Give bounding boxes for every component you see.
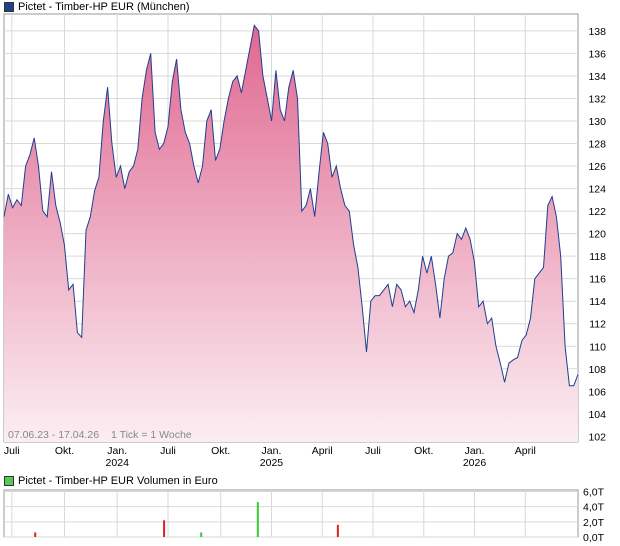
- price-line: [3, 24, 579, 387]
- x-tick-label: April: [515, 445, 536, 457]
- price-y-tick-label: 138: [588, 26, 606, 38]
- volume-y-tick-label: 2,0T: [583, 517, 605, 529]
- price-y-tick-label: 134: [588, 71, 606, 83]
- x-tick-label: Jan.: [107, 445, 127, 457]
- x-tick-label: Juli: [160, 445, 176, 457]
- x-tick-year-label: 2025: [260, 457, 284, 469]
- volume-legend-label: Pictet - Timber-HP EUR Volumen in Euro: [18, 475, 218, 487]
- price-y-tick-label: 112: [589, 319, 606, 331]
- volume-bar: [163, 520, 166, 537]
- volume-bar: [336, 524, 339, 537]
- price-legend: Pictet - Timber-HP EUR (München): [4, 0, 190, 14]
- price-legend-swatch: [4, 2, 14, 12]
- price-y-tick-label: 126: [588, 161, 606, 173]
- volume-y-tick-label: 4,0T: [583, 502, 605, 514]
- price-y-tick-label: 136: [588, 48, 606, 60]
- volume-legend-swatch: [4, 476, 14, 486]
- volume-bar: [256, 502, 259, 537]
- tick-info: 1 Tick = 1 Woche: [111, 429, 192, 441]
- volume-plot-frame: [3, 489, 579, 538]
- x-tick-label: April: [312, 445, 333, 457]
- volume-y-tick-label: 0,0T: [583, 532, 605, 544]
- price-y-tick-label: 120: [588, 229, 606, 241]
- price-y-tick-label: 128: [588, 139, 606, 151]
- x-tick-label: Okt.: [55, 445, 74, 457]
- price-y-tick-label: 102: [588, 431, 606, 443]
- x-tick-label: Jan.: [465, 445, 485, 457]
- price-y-tick-label: 132: [588, 93, 606, 105]
- x-tick-year-label: 2026: [463, 457, 487, 469]
- date-range-info: 07.06.23 - 17.04.26: [8, 429, 99, 441]
- volume-bar: [34, 532, 37, 537]
- price-y-tick-label: 104: [588, 409, 606, 421]
- x-tick-label: Jan.: [262, 445, 282, 457]
- volume-legend: Pictet - Timber-HP EUR Volumen in Euro: [4, 474, 218, 488]
- volume-y-tick-label: 6,0T: [583, 487, 605, 499]
- price-y-tick-label: 110: [589, 341, 606, 353]
- x-tick-label: Okt.: [414, 445, 433, 457]
- price-y-tick-label: 106: [588, 386, 606, 398]
- price-y-tick-label: 108: [588, 364, 606, 376]
- price-legend-label: Pictet - Timber-HP EUR (München): [18, 1, 190, 13]
- price-y-tick-label: 114: [589, 296, 606, 308]
- x-tick-label: Juli: [4, 445, 20, 457]
- price-y-tick-label: 116: [589, 274, 606, 286]
- price-y-tick-label: 124: [588, 184, 606, 196]
- price-y-tick-label: 130: [588, 116, 606, 128]
- price-y-tick-label: 118: [589, 251, 606, 263]
- price-area: [4, 25, 578, 443]
- volume-bar: [200, 532, 203, 537]
- x-tick-label: Juli: [365, 445, 381, 457]
- price-y-tick-label: 122: [588, 206, 606, 218]
- x-tick-year-label: 2024: [106, 457, 130, 469]
- x-tick-label: Okt.: [211, 445, 230, 457]
